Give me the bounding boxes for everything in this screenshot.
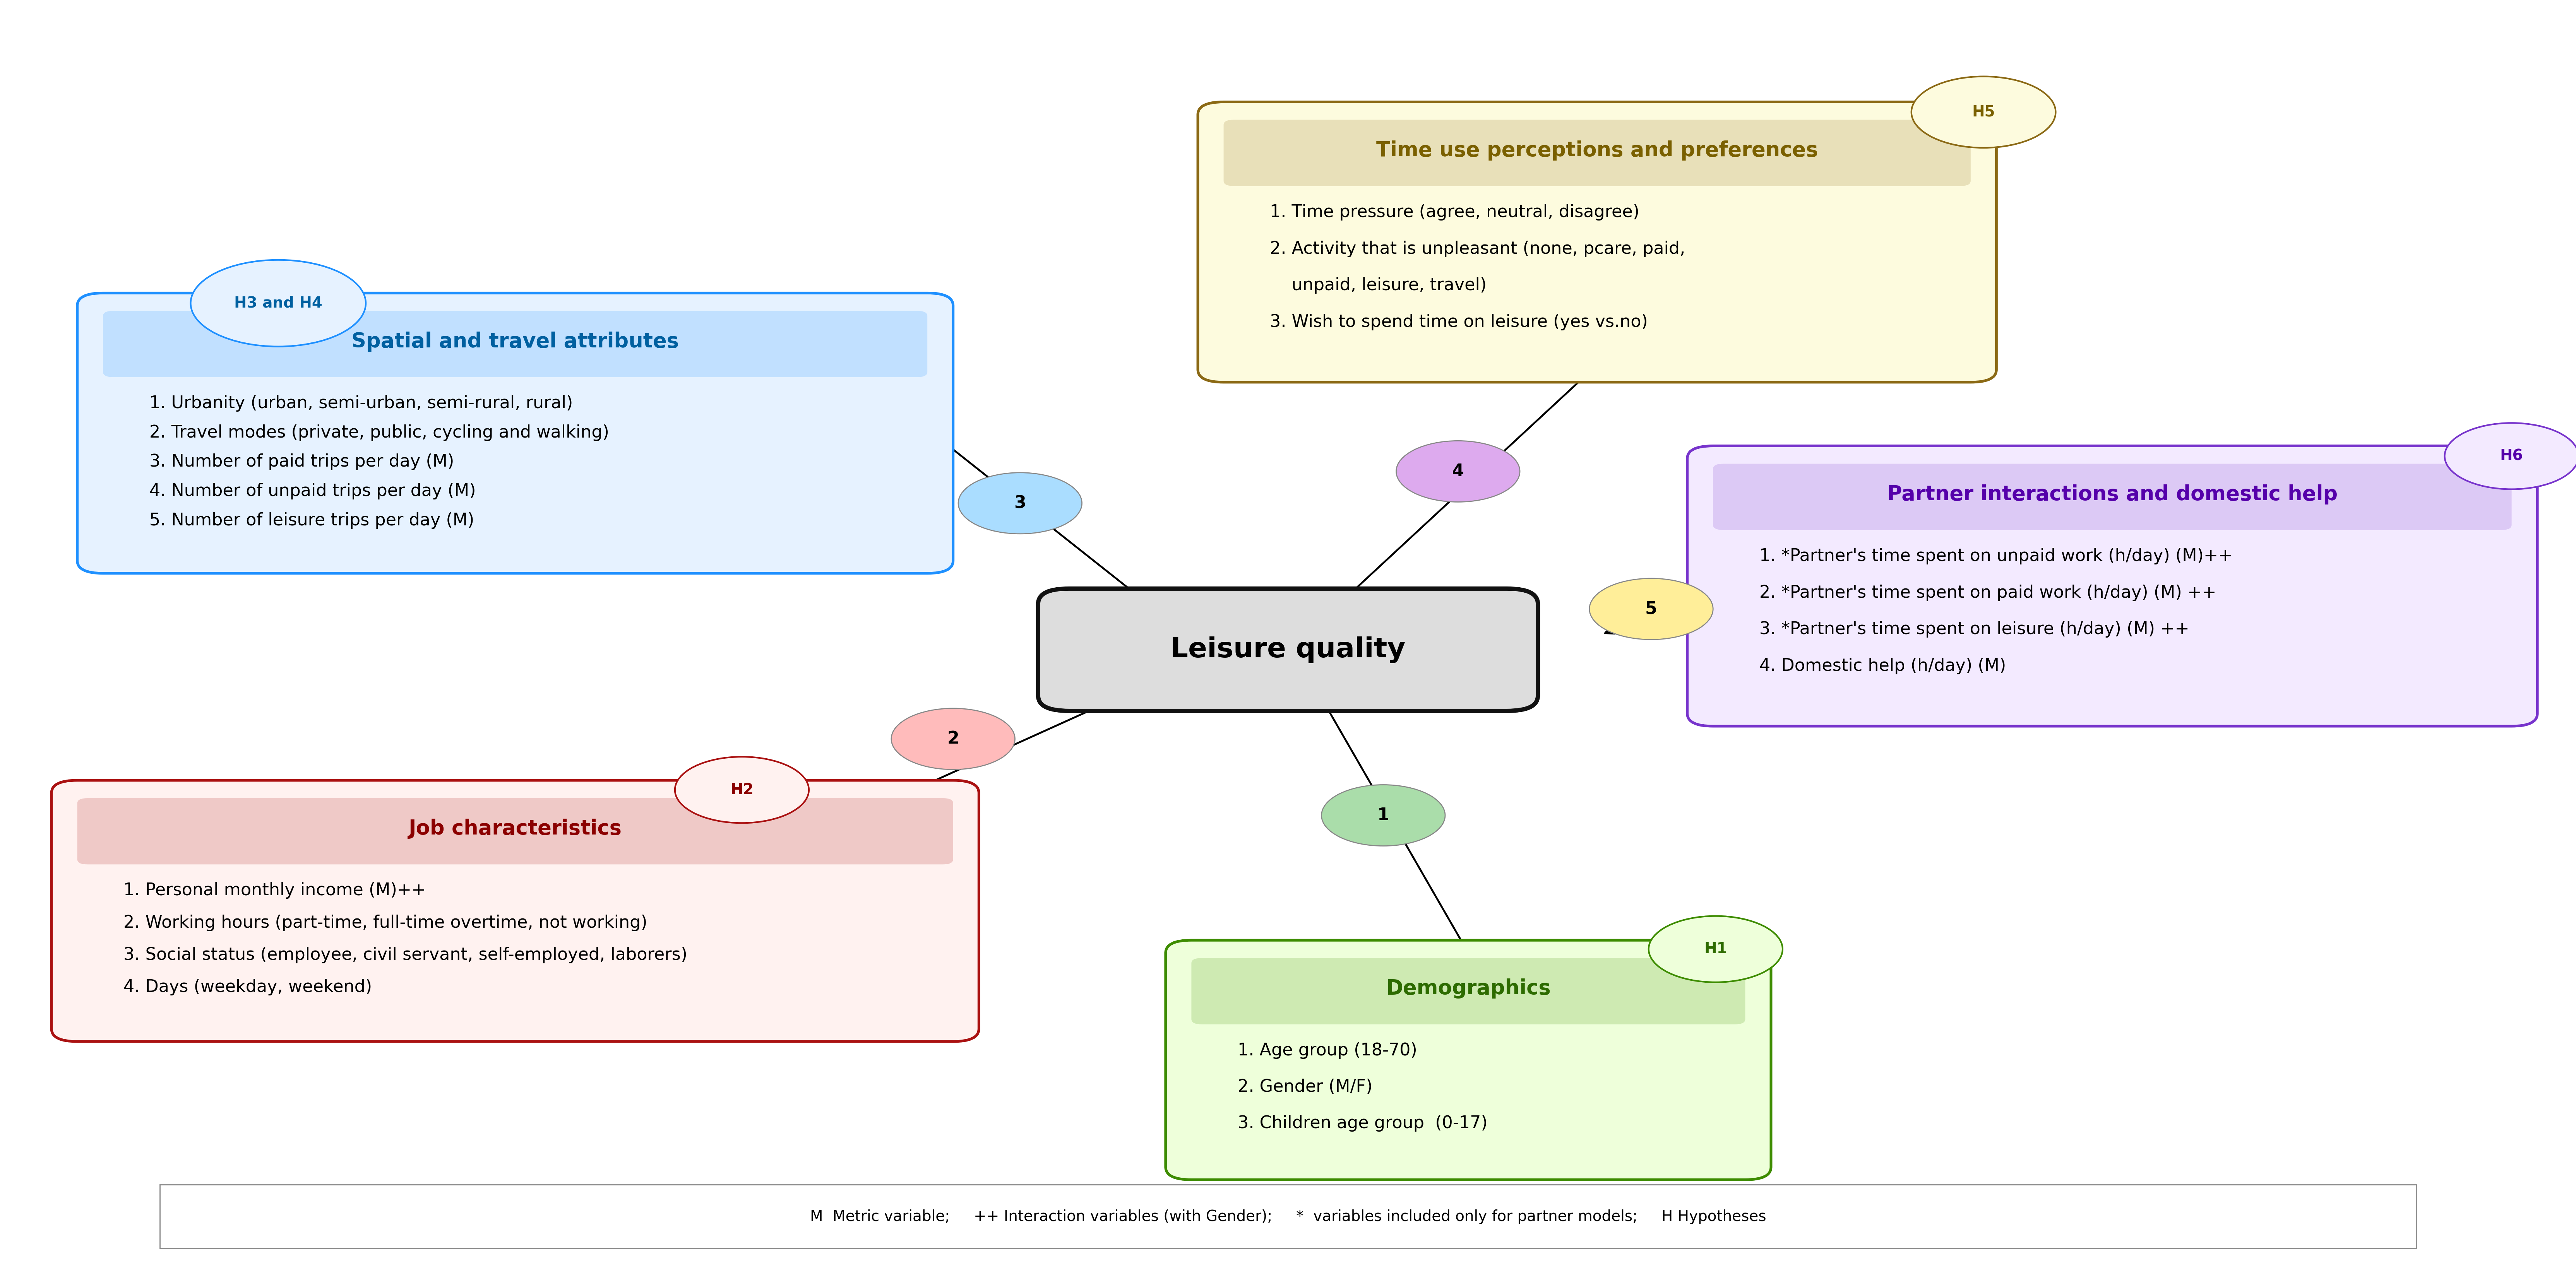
FancyBboxPatch shape (52, 780, 979, 1042)
Text: 3. *Partner's time spent on leisure (h/day) (M) ++: 3. *Partner's time spent on leisure (h/d… (1759, 622, 2190, 638)
Text: H1: H1 (1705, 941, 1726, 957)
Circle shape (1911, 76, 2056, 148)
Text: M  Metric variable;     ++ Interaction variables (with Gender);     *  variables: M Metric variable; ++ Interaction variab… (809, 1209, 1767, 1224)
Text: 2. Activity that is unpleasant (none, pcare, paid,: 2. Activity that is unpleasant (none, pc… (1270, 241, 1685, 257)
Circle shape (891, 708, 1015, 769)
Circle shape (675, 757, 809, 823)
Text: 4: 4 (1453, 462, 1463, 480)
Text: 1. Urbanity (urban, semi-urban, semi-rural, rural): 1. Urbanity (urban, semi-urban, semi-rur… (149, 395, 572, 412)
FancyBboxPatch shape (1164, 940, 1772, 1180)
Text: 2. *Partner's time spent on paid work (h/day) (M) ++: 2. *Partner's time spent on paid work (h… (1759, 585, 2215, 601)
Text: 2: 2 (948, 730, 958, 748)
Text: Partner interactions and domestic help: Partner interactions and domestic help (1888, 484, 2336, 505)
Text: 1. *Partner's time spent on unpaid work (h/day) (M)++: 1. *Partner's time spent on unpaid work … (1759, 548, 2233, 564)
Text: 1. Age group (18-70): 1. Age group (18-70) (1239, 1042, 1417, 1059)
Text: 2. Working hours (part-time, full-time overtime, not working): 2. Working hours (part-time, full-time o… (124, 915, 647, 931)
Text: 5. Number of leisure trips per day (M): 5. Number of leisure trips per day (M) (149, 512, 474, 529)
Text: 3. Children age group  (0-17): 3. Children age group (0-17) (1239, 1115, 1486, 1131)
Circle shape (1589, 578, 1713, 640)
Circle shape (1396, 441, 1520, 502)
Text: H3 and H4: H3 and H4 (234, 296, 322, 311)
Text: Spatial and travel attributes: Spatial and travel attributes (350, 331, 680, 352)
Text: 3. Wish to spend time on leisure (yes vs.no): 3. Wish to spend time on leisure (yes vs… (1270, 313, 1649, 330)
FancyBboxPatch shape (1713, 464, 2512, 530)
Text: 1. Personal monthly income (M)++: 1. Personal monthly income (M)++ (124, 882, 425, 899)
FancyBboxPatch shape (1190, 958, 1747, 1024)
FancyBboxPatch shape (77, 798, 953, 864)
FancyBboxPatch shape (160, 1185, 2416, 1249)
Text: Leisure quality: Leisure quality (1170, 637, 1406, 662)
Circle shape (2445, 423, 2576, 489)
Circle shape (1649, 916, 1783, 982)
Text: 3. Number of paid trips per day (M): 3. Number of paid trips per day (M) (149, 454, 453, 470)
Circle shape (958, 473, 1082, 534)
Text: 4. Domestic help (h/day) (M): 4. Domestic help (h/day) (M) (1759, 657, 2007, 674)
FancyBboxPatch shape (1687, 446, 2537, 726)
Circle shape (191, 260, 366, 347)
Text: 1. Time pressure (agree, neutral, disagree): 1. Time pressure (agree, neutral, disagr… (1270, 204, 1638, 220)
Text: H5: H5 (1973, 104, 1994, 120)
FancyBboxPatch shape (103, 311, 927, 377)
Text: H2: H2 (732, 782, 752, 798)
Text: H6: H6 (2501, 448, 2522, 464)
Circle shape (1321, 785, 1445, 846)
FancyBboxPatch shape (1198, 102, 1996, 382)
Text: 4. Days (weekday, weekend): 4. Days (weekday, weekend) (124, 978, 371, 995)
FancyBboxPatch shape (77, 293, 953, 573)
Text: 2. Travel modes (private, public, cycling and walking): 2. Travel modes (private, public, cyclin… (149, 424, 608, 441)
Text: Time use perceptions and preferences: Time use perceptions and preferences (1376, 140, 1819, 161)
FancyBboxPatch shape (1038, 589, 1538, 711)
Text: 3. Social status (employee, civil servant, self-employed, laborers): 3. Social status (employee, civil servan… (124, 947, 688, 963)
Text: 3: 3 (1015, 494, 1025, 512)
Text: 1: 1 (1378, 806, 1388, 824)
Text: Demographics: Demographics (1386, 978, 1551, 999)
FancyBboxPatch shape (1224, 120, 1971, 186)
Text: 2. Gender (M/F): 2. Gender (M/F) (1239, 1079, 1373, 1096)
Text: unpaid, leisure, travel): unpaid, leisure, travel) (1270, 276, 1486, 294)
Text: 4. Number of unpaid trips per day (M): 4. Number of unpaid trips per day (M) (149, 483, 477, 499)
Text: Job characteristics: Job characteristics (410, 819, 621, 838)
Text: 5: 5 (1646, 600, 1656, 618)
